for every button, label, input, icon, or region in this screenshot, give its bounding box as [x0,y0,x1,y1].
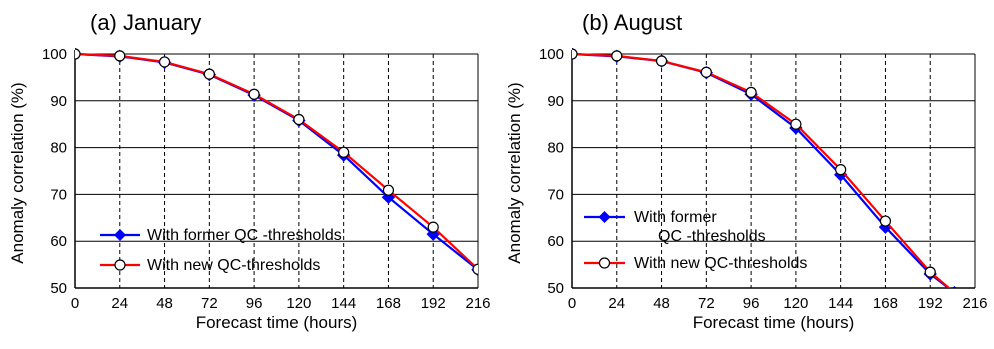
chart-panel-0: 50 60 70 80 90 100 0 24 48 72 96 120 144 168 192 216 (a)… [8,10,491,332]
data-point-circle [114,50,126,62]
data-point-circle [203,68,215,80]
legend: With former QC -thresholds With new QC-thr… [584,209,807,272]
legend-label: With former QC -thresholds [147,227,342,244]
y-tick-label: 50 [547,280,564,297]
data-point-circle [572,48,578,60]
x-tick-label: 48 [156,295,173,312]
x-tick-label: 0 [71,295,79,312]
legend-label: With new QC-thresholds [634,255,807,272]
x-tick-label: 72 [698,295,715,312]
y-axis-title: Anomaly correlation (%) [8,82,27,263]
x-axis-title: Forecast time (hours) [693,313,855,332]
panel-title: (a) January [90,10,201,35]
series-1 [572,48,958,288]
legend: With former QC -thresholds With new QC-th… [100,227,342,274]
data-point-circle [611,50,623,62]
data-point-circle [75,48,81,60]
legend-diamond [598,211,611,223]
legend-label-line: With former [634,209,717,226]
x-tick-label: 192 [421,295,446,312]
data-point-circle [427,221,439,233]
legend-circle [598,257,611,269]
x-tick-label: 120 [286,295,311,312]
data-point-circle [472,263,478,275]
y-tick-label: 90 [50,93,67,110]
legend-label-line: With new QC-thresholds [147,257,320,274]
series-line [75,52,478,271]
legend-circle [114,259,126,271]
data-point-circle [382,184,395,196]
panel-title: (b) August [582,10,682,35]
x-tick-label: 144 [331,295,356,312]
y-axis-title: Anomaly correlation (%) [505,82,524,263]
data-point-circle [745,86,757,98]
x-tick-label: 168 [873,295,898,312]
x-tick-label: 0 [568,295,576,312]
data-point-circle [879,215,892,227]
legend-diamond [114,229,126,241]
y-tick-label: 70 [50,186,67,203]
y-tick-label: 90 [547,93,564,110]
data-point-circle [835,163,847,176]
y-tick-label: 60 [547,233,564,250]
x-tick-label: 216 [962,295,987,312]
data-point-circle [700,66,712,78]
y-tick-label: 70 [547,186,564,203]
x-tick-label: 96 [743,295,760,312]
y-tick-label: 60 [50,233,67,250]
x-tick-label: 120 [783,295,808,312]
series-1 [75,48,478,275]
x-tick-label: 192 [918,295,943,312]
x-tick-label: 144 [828,295,853,312]
x-tick-label: 216 [465,295,490,312]
y-tick-label: 100 [42,46,67,63]
x-tick-label: 72 [201,295,218,312]
data-point-circle [338,146,350,158]
x-tick-label: 48 [653,295,670,312]
data-point-circle [655,55,668,67]
data-point-circle [248,88,260,100]
legend-label-line: QC -thresholds [658,228,766,245]
x-tick-label: 24 [111,295,128,312]
data-point-circle [158,56,171,68]
y-tick-label: 100 [539,46,564,63]
series-line [572,52,951,288]
legend-label-line: With former QC -thresholds [147,227,342,244]
legend-label: With new QC-thresholds [147,257,320,274]
chart-panel-1: 50 60 70 80 90 100 0 24 48 72 96 120 144 168 192 216 (b)… [505,10,988,332]
x-axis-title: Forecast time (hours) [196,313,358,332]
x-tick-label: 24 [608,295,625,312]
y-tick-label: 80 [50,140,67,157]
legend-label-line: With new QC-thresholds [634,255,807,272]
data-point-circle [790,118,802,130]
y-tick-label: 80 [547,140,564,157]
data-point-circle [293,113,305,126]
x-tick-label: 168 [376,295,401,312]
legend-label: With former QC -thresholds [634,209,766,245]
data-point-circle [951,287,958,288]
data-point-circle [924,266,936,278]
x-tick-label: 96 [246,295,263,312]
y-tick-label: 50 [50,280,67,297]
